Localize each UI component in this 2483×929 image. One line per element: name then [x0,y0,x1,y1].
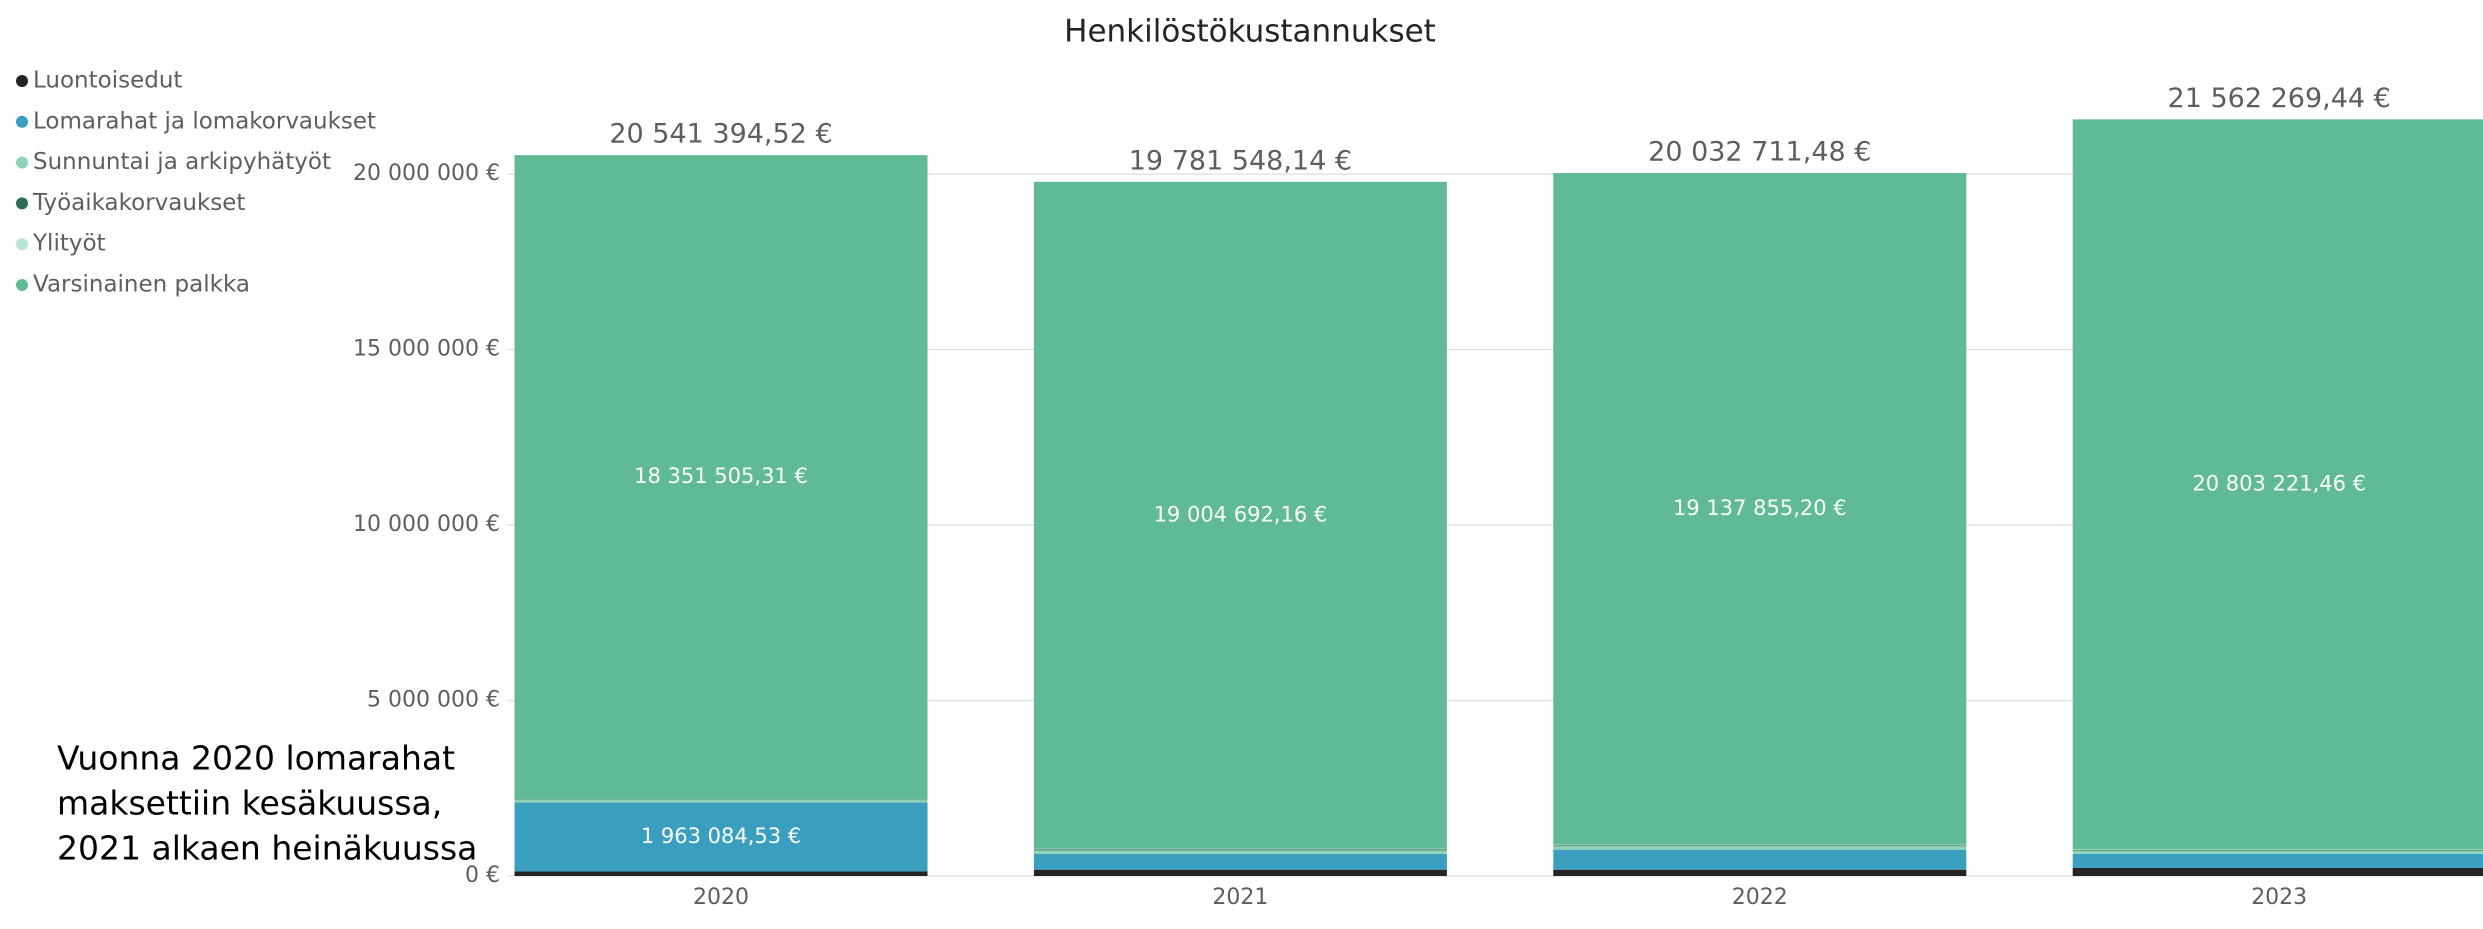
bar-segment [1033,850,1447,854]
y-tick-label: 20 000 000 € [353,161,500,186]
data-label: 1 963 084,53 € [641,824,801,848]
bar-segment [514,799,928,801]
annotation: 2021 alkaen heinäkuussa [57,829,477,868]
bar-segment [2072,849,2483,851]
annotation: Vuonna 2020 lomarahat [57,739,455,778]
legend-marker [16,75,28,87]
legend-marker [16,238,28,251]
data-label: 19 004 692,16 € [1154,502,1328,526]
data-label: 19 137 855,20 € [1673,496,1847,520]
legend-marker [16,279,28,291]
legend-marker [16,197,28,210]
bar-segment [514,800,928,803]
legend-label: Luontoisedut [33,68,182,94]
bar-segment [1033,848,1447,850]
y-tick-label: 10 000 000 € [353,512,500,537]
bar-segment [1033,181,1447,849]
legend-label: Varsinainen palkka [33,272,250,298]
legend-marker [16,156,28,169]
total-label: 21 562 269,44 € [2168,83,2391,114]
bar-segment [1033,853,1447,870]
y-tick-label: 0 € [465,863,500,888]
annotation: maksettiin kesäkuussa, [57,784,442,823]
bar-segment [2072,867,2483,876]
bar-segment [1033,869,1447,876]
bar-segment [1033,849,1447,851]
x-tick-label: 2022 [1732,885,1788,910]
total-label: 20 032 711,48 € [1648,137,1871,168]
total-label: 19 781 548,14 € [1129,145,1352,176]
x-tick-label: 2023 [2251,885,2307,910]
legend-label: Työaikakorvaukset [32,190,245,216]
bar-segment [2072,853,2483,868]
bar-segment [2072,850,2483,851]
bar-segment [1553,845,1967,847]
bar-segment [1553,849,1967,870]
bar-segment [1553,844,1967,846]
y-tick-label: 5 000 000 € [367,688,500,713]
bar-segment [1553,846,1967,850]
x-tick-label: 2020 [693,885,749,910]
legend-label: Ylityöt [32,231,106,257]
bar-segment [514,871,928,876]
legend-label: Lomarahat ja lomakorvaukset [33,108,376,134]
bar-segment [514,155,928,800]
total-label: 20 541 394,52 € [609,119,832,150]
y-tick-label: 15 000 000 € [353,337,500,362]
data-label: 20 803 221,46 € [2192,471,2366,495]
data-label: 18 351 505,31 € [634,464,808,488]
bar-segment [514,802,928,872]
legend-label: Sunnuntai ja arkipyhätyöt [33,149,331,175]
x-tick-label: 2021 [1212,885,1268,910]
chart-title: Henkilöstökustannukset [1064,14,1436,50]
bar-segment [2072,119,2483,850]
bar-segment [1553,173,1967,845]
bar-segment [1553,869,1967,876]
legend-marker [16,115,28,128]
bar-segment [2072,850,2483,854]
